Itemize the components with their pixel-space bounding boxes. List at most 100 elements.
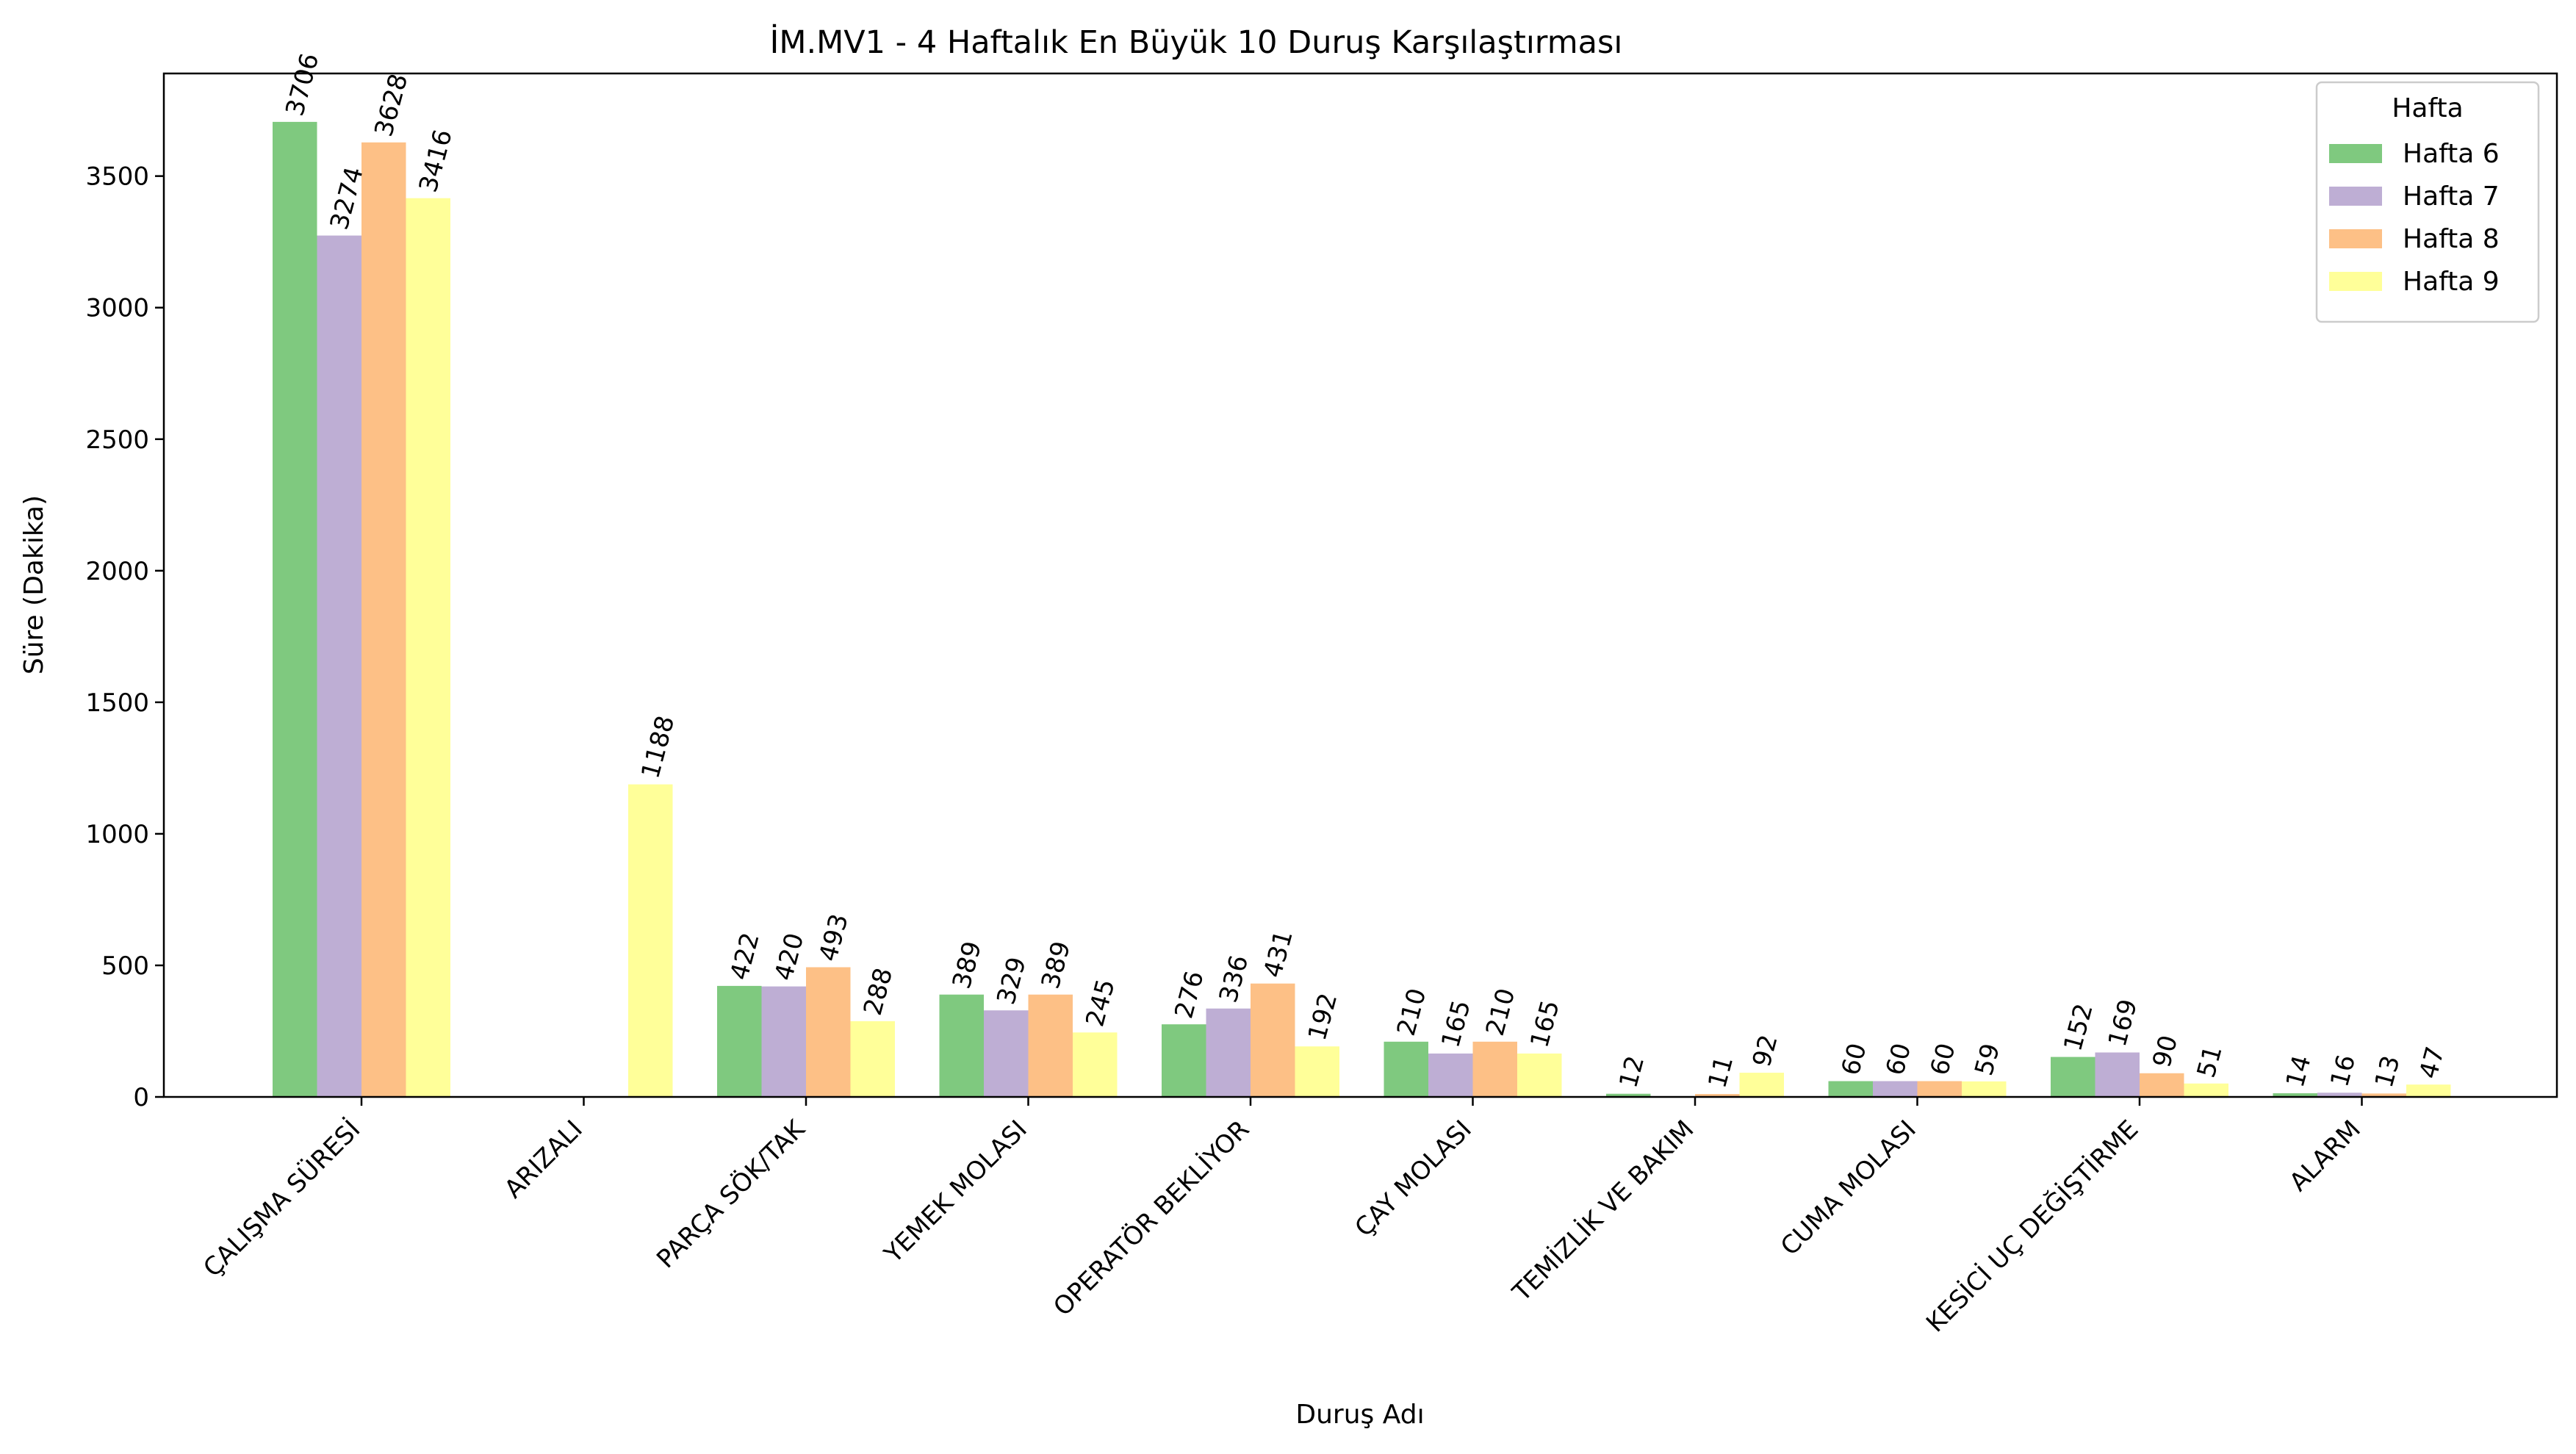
x-tick-label-4: OPERATÖR BEKLİYOR xyxy=(1048,1114,1256,1322)
value-label-4-5: 192 xyxy=(1303,990,1343,1044)
value-label-4-2: 1188 xyxy=(636,713,680,782)
bar-3-10 xyxy=(2361,1093,2406,1097)
y-tick-label-6: 3000 xyxy=(85,294,149,323)
bar-3-5 xyxy=(1251,983,1295,1097)
value-label-3-6: 210 xyxy=(1481,985,1521,1039)
value-label-2-8: 60 xyxy=(1880,1040,1917,1079)
bar-3-8 xyxy=(1917,1081,1962,1097)
bar-1-4 xyxy=(939,994,984,1097)
value-label-1-5: 276 xyxy=(1169,968,1209,1021)
legend-swatch-3 xyxy=(2329,229,2382,248)
bar-3-4 xyxy=(1028,994,1073,1097)
value-label-3-9: 90 xyxy=(2147,1032,2184,1070)
bar-2-8 xyxy=(1873,1081,1918,1097)
value-label-4-3: 288 xyxy=(858,965,899,1018)
x-tick-label-7: CUMA MOLASI xyxy=(1775,1115,1922,1262)
value-label-3-5: 431 xyxy=(1258,927,1298,981)
legend-label-1: Hafta 6 xyxy=(2403,139,2500,169)
x-tick-label-9: ALARM xyxy=(2284,1115,2367,1198)
bar-4-10 xyxy=(2406,1084,2451,1097)
y-tick-label-0: 0 xyxy=(133,1083,149,1112)
value-label-1-8: 60 xyxy=(1836,1040,1873,1079)
legend-label-3: Hafta 8 xyxy=(2403,224,2500,254)
bar-3-7 xyxy=(1695,1094,1740,1097)
legend-box xyxy=(2315,81,2540,323)
value-label-3-4: 389 xyxy=(1036,938,1076,992)
bar-4-4 xyxy=(1073,1032,1118,1097)
value-label-3-10: 13 xyxy=(2370,1053,2406,1091)
x-axis-ticks: ÇALIŞMA SÜRESİ ARIZALI PARÇA SÖK/TAK YEMEK … xyxy=(197,1097,2367,1338)
x-tick-label-1: ARIZALI xyxy=(499,1115,589,1204)
value-label-4-8: 59 xyxy=(1969,1040,2006,1079)
value-label-1-4: 389 xyxy=(947,938,987,992)
x-tick-label-6: TEMİZLİK VE BAKIM xyxy=(1506,1115,1699,1308)
value-label-3-1: 3628 xyxy=(369,71,414,140)
y-axis-ticks: 0 500 1000 1500 2000 2500 3000 3500 xyxy=(85,162,164,1112)
value-label-3-7: 11 xyxy=(1702,1053,1739,1091)
bar-2-6 xyxy=(1428,1053,1473,1097)
x-tick-label-5: ÇAY MOLASI xyxy=(1349,1115,1477,1242)
value-label-4-4: 245 xyxy=(1080,976,1120,1030)
value-label-4-9: 51 xyxy=(2192,1043,2228,1081)
bar-1-5 xyxy=(1162,1024,1206,1097)
bar-1-6 xyxy=(1384,1041,1428,1097)
bar-3-9 xyxy=(2140,1073,2184,1097)
value-label-1-7: 12 xyxy=(1613,1053,1650,1091)
value-label-4-7: 92 xyxy=(1747,1032,1784,1070)
value-label-2-3: 420 xyxy=(769,930,810,984)
value-label-2-5: 336 xyxy=(1214,952,1254,1006)
bar-2-10 xyxy=(2317,1093,2362,1097)
y-tick-label-2: 1000 xyxy=(85,820,149,849)
value-label-4-1: 3416 xyxy=(414,126,458,195)
y-axis-label: Süre (Dakika) xyxy=(19,495,49,674)
bar-2-3 xyxy=(761,986,806,1097)
bar-3-6 xyxy=(1472,1041,1517,1097)
bar-2-1 xyxy=(317,235,361,1098)
legend-swatch-2 xyxy=(2329,187,2382,206)
y-tick-label-1: 500 xyxy=(101,951,149,981)
value-label-1-6: 210 xyxy=(1392,985,1432,1039)
legend-swatch-4 xyxy=(2329,272,2382,291)
bar-4-1 xyxy=(406,198,450,1097)
x-tick-label-8: KESİCİ UÇ DEĞİŞTİRME xyxy=(1920,1114,2144,1338)
bar-3-3 xyxy=(806,967,851,1097)
value-label-1-1: 3706 xyxy=(280,50,325,119)
value-label-1-10: 14 xyxy=(2281,1052,2317,1090)
bar-4-6 xyxy=(1517,1053,1562,1097)
bar-1-7 xyxy=(1606,1093,1651,1097)
value-label-3-8: 60 xyxy=(1925,1040,1962,1079)
legend-label-2: Hafta 7 xyxy=(2403,181,2500,212)
legend-label-4: Hafta 9 xyxy=(2403,267,2500,297)
bar-4-7 xyxy=(1739,1073,1784,1097)
bar-1-3 xyxy=(717,985,762,1097)
bar-4-8 xyxy=(1962,1081,2007,1097)
value-label-1-9: 152 xyxy=(2058,1001,2098,1054)
bar-2-4 xyxy=(984,1010,1029,1097)
bar-4-9 xyxy=(2184,1083,2228,1097)
value-label-4-6: 165 xyxy=(1525,997,1565,1051)
value-label-2-9: 169 xyxy=(2103,996,2143,1050)
y-tick-label-4: 2000 xyxy=(85,557,149,586)
bar-1-10 xyxy=(2273,1093,2317,1097)
y-tick-label-5: 2500 xyxy=(85,425,149,455)
legend-title: Hafta xyxy=(2392,93,2463,123)
x-tick-label-3: YEMEK MOLASI xyxy=(878,1115,1033,1270)
bar-2-9 xyxy=(2095,1052,2140,1097)
legend-swatch-1 xyxy=(2329,144,2382,163)
plot-area-frame xyxy=(162,72,2558,1098)
value-label-2-6: 165 xyxy=(1436,997,1476,1051)
bar-3-1 xyxy=(361,142,406,1097)
value-label-1-3: 422 xyxy=(724,929,765,983)
chart-title: İM.MV1 - 4 Haftalık En Büyük 10 Duruş Ka… xyxy=(770,24,1623,61)
bar-4-3 xyxy=(850,1021,895,1097)
x-axis-label: Duruş Adı xyxy=(1295,1400,1424,1430)
bars-group xyxy=(273,121,2451,1098)
bar-1-8 xyxy=(1828,1081,1873,1097)
legend: Hafta Hafta 6 Hafta 7 Hafta 8 Hafta 9 xyxy=(2315,81,2540,323)
bar-2-5 xyxy=(1206,1008,1251,1097)
y-tick-label-3: 1500 xyxy=(85,688,149,718)
x-tick-label-2: PARÇA SÖK/TAK xyxy=(650,1113,811,1274)
bar-4-5 xyxy=(1295,1046,1339,1097)
